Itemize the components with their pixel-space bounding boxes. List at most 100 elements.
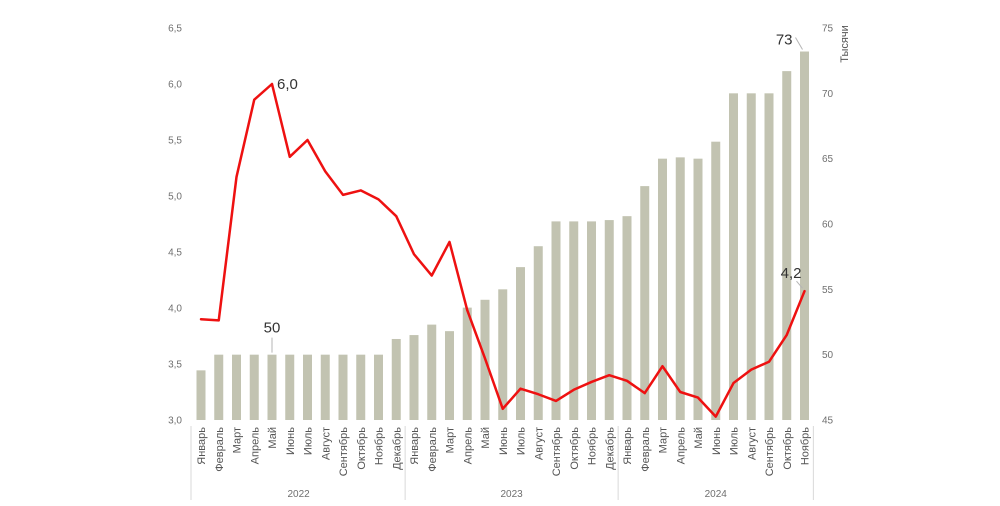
- line-point-26: [661, 365, 664, 368]
- line-point-3: [253, 98, 256, 101]
- x-tick-label: Апрель: [462, 427, 474, 465]
- year-label: 2023: [501, 489, 524, 500]
- right-tick-label: 60: [822, 220, 834, 231]
- x-tick-label: Июнь: [285, 427, 297, 455]
- left-tick-label: 4,5: [168, 248, 182, 259]
- bar-май-4: [267, 354, 277, 420]
- x-tick-label: Ноябрь: [800, 427, 812, 465]
- bar-series: [196, 51, 809, 421]
- left-tick-label: 3,0: [168, 416, 182, 427]
- right-tick-label: 55: [822, 285, 834, 296]
- line-point-23: [608, 374, 611, 377]
- bar-февраль-1: [214, 354, 224, 420]
- right-axis-title: Тысячи: [839, 25, 851, 62]
- line-point-28: [697, 396, 699, 399]
- x-tick-label: Сентябрь: [764, 427, 776, 477]
- x-tick-label: Июнь: [498, 427, 510, 455]
- annotation-label: 73: [776, 32, 793, 49]
- bar-декабрь-11: [391, 338, 401, 420]
- line-point-4: [271, 83, 273, 85]
- right-tick-label: 50: [822, 350, 834, 361]
- x-tick-label: Август: [533, 427, 545, 460]
- bar-октябрь-33: [782, 71, 792, 421]
- bar-сентябрь-20: [551, 221, 561, 420]
- bar-май-28: [693, 158, 703, 421]
- bar-апрель-3: [249, 354, 259, 420]
- x-tick-label: Март: [232, 427, 244, 453]
- line-point-2: [235, 176, 238, 178]
- bar-июнь-29: [711, 141, 721, 420]
- bar-апрель-15: [462, 307, 472, 420]
- left-axis: 3,0 3,5 4,0 4,5 5,0 5,5 6,0 6,5: [168, 24, 182, 427]
- line-point-11: [395, 215, 398, 217]
- bar-июль-18: [516, 267, 525, 420]
- line-point-10: [377, 198, 380, 201]
- x-tick-label: Октябрь: [782, 427, 794, 470]
- x-tick-label: Декабрь: [604, 427, 616, 470]
- x-tick-label: Апрель: [675, 427, 687, 465]
- line-point-25: [643, 392, 646, 394]
- bar-ноябрь-22: [587, 221, 596, 420]
- line-point-32: [768, 360, 770, 363]
- annotation-label: 4,2: [781, 265, 802, 282]
- right-tick-label: 45: [822, 416, 834, 427]
- line-point-27: [679, 391, 682, 393]
- line-point-24: [626, 380, 628, 382]
- x-tick-label: Июнь: [711, 427, 723, 455]
- x-tick-label: Май: [480, 427, 492, 449]
- bar-октябрь-9: [356, 354, 366, 420]
- bar-октябрь-21: [569, 221, 579, 420]
- bar-март-14: [445, 331, 454, 420]
- bar-февраль-25: [640, 186, 650, 420]
- x-tick-label: Август: [320, 427, 332, 460]
- line-point-15: [466, 309, 469, 312]
- line-point-22: [590, 381, 593, 383]
- annotation-leader: [795, 37, 803, 50]
- line-point-9: [359, 189, 362, 192]
- x-tick-label: Февраль: [427, 427, 439, 472]
- bar-сентябрь-8: [338, 354, 348, 420]
- line-point-12: [413, 253, 415, 256]
- line-point-34: [803, 290, 806, 293]
- line-point-14: [448, 241, 451, 243]
- bar-март-26: [658, 158, 667, 421]
- line-point-18: [519, 387, 522, 390]
- bar-декабрь-23: [604, 220, 614, 420]
- bar-январь-24: [622, 216, 632, 420]
- line-point-30: [732, 382, 735, 384]
- line-point-17: [501, 408, 504, 410]
- bar-сентябрь-32: [764, 93, 774, 420]
- bar-июль-6: [303, 354, 312, 420]
- line-point-31: [750, 368, 753, 371]
- line-point-7: [324, 170, 327, 173]
- left-tick-label: 5,5: [168, 136, 182, 147]
- bar-июнь-5: [285, 354, 295, 420]
- line-point-33: [785, 334, 788, 336]
- bar-январь-12: [409, 335, 419, 420]
- bar-июль-30: [729, 93, 738, 420]
- x-tick-label: Февраль: [214, 427, 226, 472]
- x-tick-label: Июль: [303, 427, 315, 455]
- left-tick-label: 6,5: [168, 24, 182, 35]
- x-tick-label: Май: [267, 427, 279, 449]
- annotation-label: 50: [264, 320, 281, 337]
- annotations: 50 6,0 73 4,2: [264, 32, 803, 353]
- x-tick-label: Январь: [622, 427, 634, 465]
- annotation-label: 6,0: [277, 76, 298, 93]
- line-point-21: [572, 388, 575, 391]
- x-tick-label: Июль: [516, 427, 528, 455]
- line-point-8: [342, 194, 344, 196]
- right-axis: Тысячи 45 50 55 60 65 70 75: [822, 24, 851, 427]
- bar-апрель-27: [675, 157, 685, 421]
- line-point-6: [306, 139, 309, 141]
- x-tick-label: Ноябрь: [374, 427, 386, 465]
- bar-ноябрь-10: [374, 354, 383, 420]
- x-tick-label: Январь: [409, 427, 421, 465]
- bar-июнь-17: [498, 289, 508, 420]
- line-series: [199, 82, 806, 418]
- x-axis: Январь Февраль Март Апрель Май Июнь Июль Август…: [190, 426, 814, 500]
- right-tick-label: 75: [822, 24, 834, 35]
- annotation-leader: [796, 280, 803, 289]
- year-label: 2022: [288, 489, 311, 500]
